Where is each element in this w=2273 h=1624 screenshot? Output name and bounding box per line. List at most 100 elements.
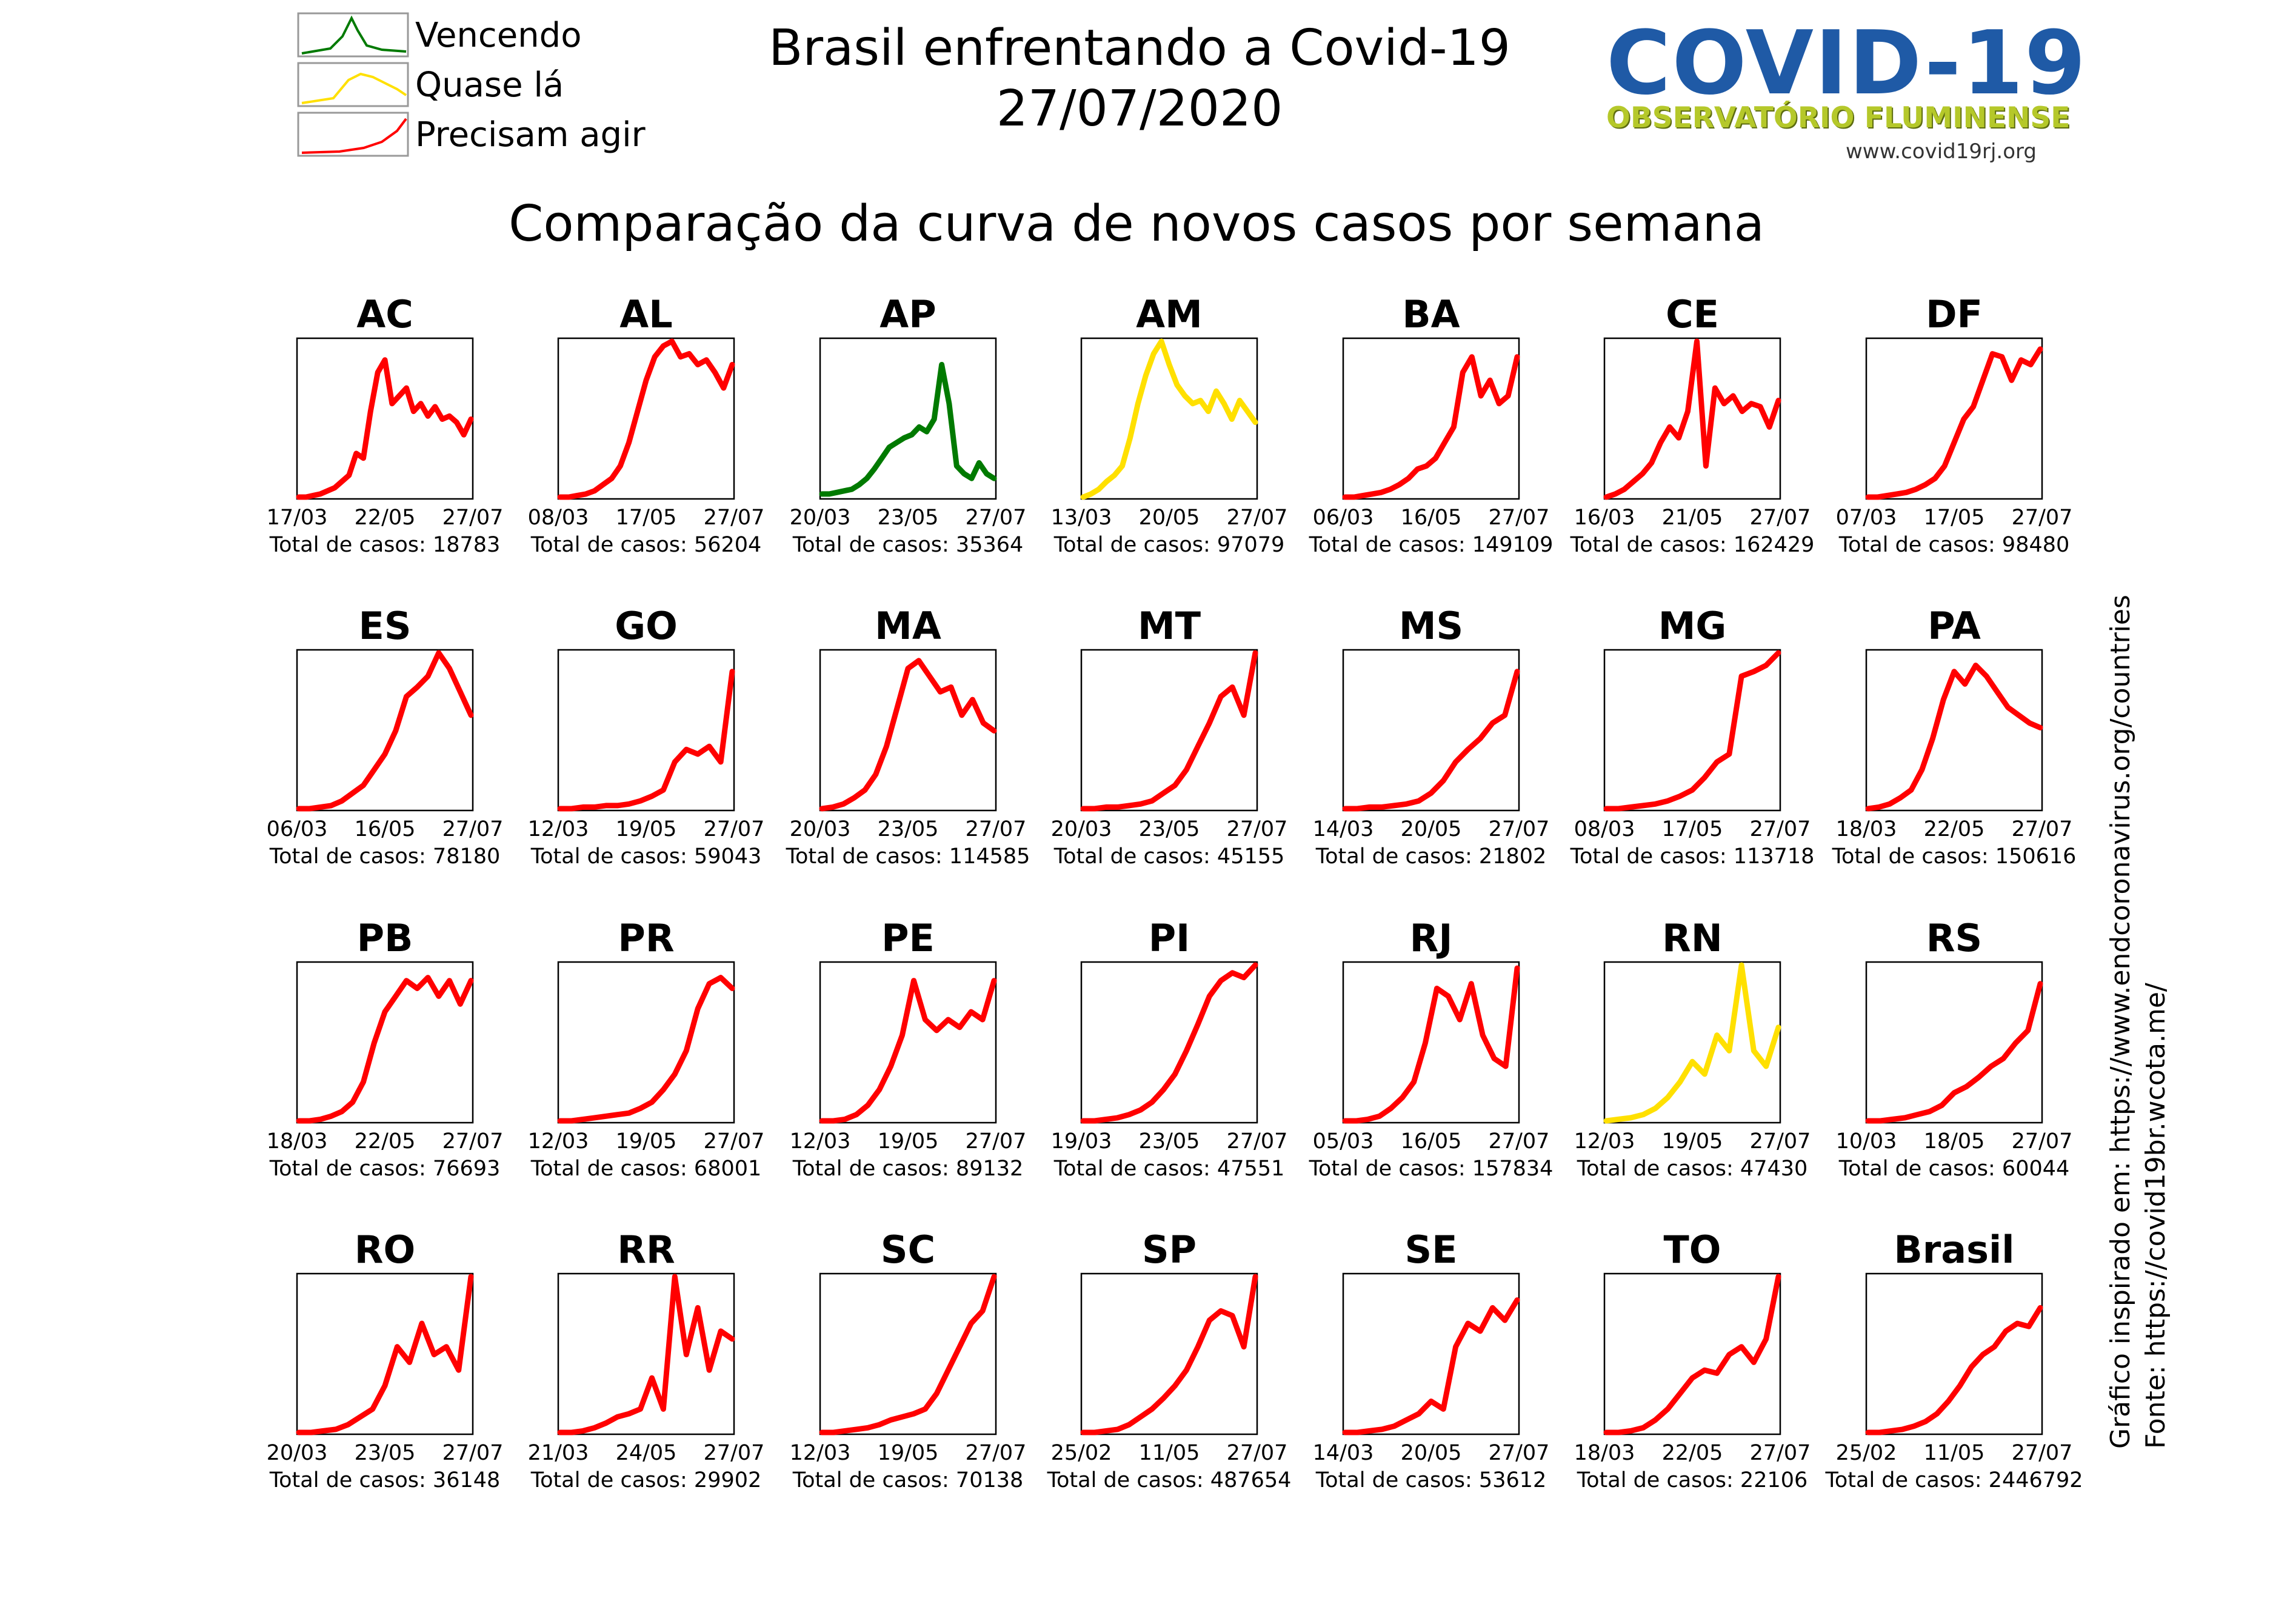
panel-rr: RR 21/03 24/05 27/07 Total de casos: 29902 — [528, 1228, 765, 1492]
panel-tick-ro-2: 27/07 — [442, 1441, 504, 1465]
title-date: 27/07/2020 — [996, 80, 1283, 138]
panel-total-ac: Total de casos: 18783 — [269, 533, 501, 557]
panel-tick-rr-1: 24/05 — [616, 1441, 677, 1465]
panel-tick-rn-1: 19/05 — [1662, 1129, 1723, 1154]
panel-curve-pa — [1865, 663, 2043, 812]
panel-curve-df — [1865, 346, 2043, 500]
panel-curve-es — [296, 650, 474, 812]
panel-title-sc: SC — [881, 1228, 935, 1272]
panel-tick-ma-0: 20/03 — [790, 817, 851, 841]
logo-url: www.covid19rj.org — [1845, 139, 2037, 164]
panel-curve-rr — [557, 1274, 735, 1435]
panel-frame-al — [557, 337, 735, 500]
panel-curve-al — [557, 338, 735, 500]
legend-item-precisam-agir: Precisam agir — [297, 112, 673, 160]
panel-tick-rr-2: 27/07 — [704, 1441, 765, 1465]
logo-main-text: COVID-19 — [1606, 12, 2087, 115]
panel-total-es: Total de casos: 78180 — [269, 844, 501, 869]
panel-tick-am-0: 13/03 — [1051, 506, 1112, 530]
panel-sc: SC 12/03 19/05 27/07 Total de casos: 70138 — [790, 1228, 1027, 1492]
panel-frame-to — [1603, 1272, 1781, 1435]
panel-tick-sc-2: 27/07 — [966, 1441, 1027, 1465]
panel-pi: PI 19/03 23/05 27/07 Total de casos: 47551 — [1051, 916, 1288, 1181]
panel-curve-ro — [296, 1274, 474, 1435]
panel-title-ce: CE — [1666, 292, 1719, 336]
panel-total-se: Total de casos: 53612 — [1315, 1468, 1547, 1492]
panel-ce: CE 16/03 21/05 27/07 Total de casos: 162429 — [1570, 292, 1815, 557]
panel-total-pa: Total de casos: 150616 — [1832, 844, 2077, 869]
panel-curve-ba — [1342, 354, 1520, 500]
legend: Vencendo Quase lá Precisam agir — [297, 12, 673, 158]
panel-curve-mg — [1603, 650, 1781, 812]
panel-tick-pe-1: 19/05 — [878, 1129, 939, 1154]
panel-tick-rj-1: 16/05 — [1401, 1129, 1462, 1154]
chart-subtitle: Comparação da curva de novos casos por s… — [509, 195, 1764, 253]
panel-tick-pr-2: 27/07 — [704, 1129, 765, 1154]
legend-item-quase-la: Quase lá — [297, 62, 673, 110]
panel-tick-am-2: 27/07 — [1227, 506, 1288, 530]
panel-tick-sp-0: 25/02 — [1051, 1441, 1112, 1465]
panel-tick-mg-1: 17/05 — [1662, 817, 1723, 841]
panel-tick-ba-0: 06/03 — [1313, 506, 1374, 530]
panel-tick-mg-0: 08/03 — [1574, 817, 1635, 841]
panel-tick-ac-0: 17/03 — [267, 506, 328, 530]
panel-tick-ce-2: 27/07 — [1750, 506, 1811, 530]
panel-am: AM 13/03 20/05 27/07 Total de casos: 97079 — [1051, 292, 1288, 557]
panel-tick-al-1: 17/05 — [616, 506, 677, 530]
panel-tick-ma-2: 27/07 — [966, 817, 1027, 841]
panel-total-al: Total de casos: 56204 — [530, 533, 762, 557]
panel-tick-df-0: 07/03 — [1836, 506, 1897, 530]
panel-tick-pb-2: 27/07 — [442, 1129, 504, 1154]
panel-frame-pi — [1080, 961, 1258, 1124]
panel-tick-mt-2: 27/07 — [1227, 817, 1288, 841]
panel-tick-am-1: 20/05 — [1139, 506, 1200, 530]
panel-title-mt: MT — [1138, 604, 1201, 648]
panel-tick-ac-2: 27/07 — [442, 506, 504, 530]
panel-total-sp: Total de casos: 487654 — [1047, 1468, 1292, 1492]
panel-tick-es-0: 06/03 — [267, 817, 328, 841]
panel-tick-ce-1: 21/05 — [1662, 506, 1723, 530]
panel-tick-ba-1: 16/05 — [1401, 506, 1462, 530]
panel-title-pa: PA — [1928, 604, 1981, 648]
panel-tick-pr-1: 19/05 — [616, 1129, 677, 1154]
panel-title-mg: MG — [1658, 604, 1727, 648]
panel-tick-ac-1: 22/05 — [355, 506, 416, 530]
legend-label-precisam-agir: Precisam agir — [415, 115, 646, 155]
panel-tick-mt-1: 23/05 — [1139, 817, 1200, 841]
credits-inspiration: Gráfico inspirado em: https://www.endcor… — [2105, 595, 2136, 1449]
panel-total-to: Total de casos: 22106 — [1577, 1468, 1808, 1492]
panel-tick-brasil-2: 27/07 — [2012, 1441, 2073, 1465]
panel-total-pr: Total de casos: 68001 — [530, 1157, 762, 1181]
panel-title-al: AL — [619, 292, 673, 336]
panel-tick-rn-0: 12/03 — [1574, 1129, 1635, 1154]
legend-curve-quase-la — [301, 72, 407, 104]
legend-curve-precisam-agir — [301, 118, 407, 154]
panel-mt: MT 20/03 23/05 27/07 Total de casos: 45155 — [1051, 604, 1288, 869]
panel-total-ma: Total de casos: 114585 — [786, 844, 1030, 869]
panel-title-ap: AP — [879, 292, 936, 336]
panel-frame-sc — [819, 1272, 997, 1435]
panel-total-ms: Total de casos: 21802 — [1315, 844, 1547, 869]
panel-ma: MA 20/03 23/05 27/07 Total de casos: 114585 — [786, 604, 1030, 869]
legend-label-quase-la: Quase lá — [415, 65, 564, 105]
title-line-1: Brasil enfrentando a Covid-19 — [769, 19, 1510, 77]
panel-tick-pe-0: 12/03 — [790, 1129, 851, 1154]
legend-label-vencendo: Vencendo — [415, 16, 582, 55]
panel-tick-brasil-1: 11/05 — [1924, 1441, 1985, 1465]
panel-total-mt: Total de casos: 45155 — [1053, 844, 1285, 869]
panel-tick-ro-0: 20/03 — [267, 1441, 328, 1465]
panel-tick-mt-0: 20/03 — [1051, 817, 1112, 841]
panel-rn: RN 12/03 19/05 27/07 Total de casos: 47430 — [1574, 916, 1811, 1181]
panel-curve-rn — [1603, 962, 1781, 1124]
page-title: Brasil enfrentando a Covid-19 27/07/2020 — [715, 18, 1564, 139]
panel-total-rn: Total de casos: 47430 — [1577, 1157, 1808, 1181]
panel-tick-ce-0: 16/03 — [1574, 506, 1635, 530]
panel-tick-pr-0: 12/03 — [528, 1129, 589, 1154]
panel-title-brasil: Brasil — [1894, 1228, 2014, 1272]
legend-swatch-precisam-agir — [297, 112, 409, 157]
panel-tick-ap-0: 20/03 — [790, 506, 851, 530]
panel-pr: PR 12/03 19/05 27/07 Total de casos: 68001 — [528, 916, 765, 1181]
panel-tick-to-1: 22/05 — [1662, 1441, 1723, 1465]
panel-total-rr: Total de casos: 29902 — [530, 1468, 762, 1492]
